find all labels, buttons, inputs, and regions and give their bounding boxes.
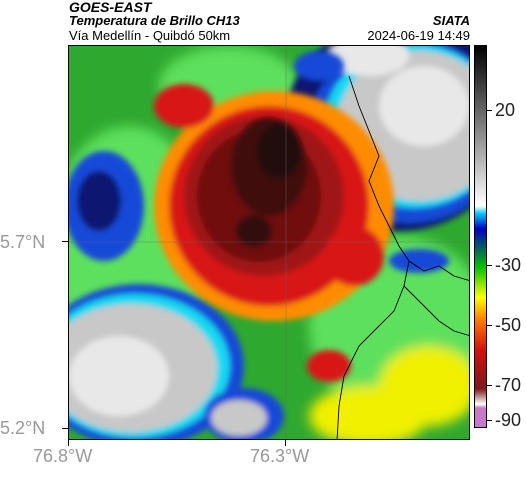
colorbar-tick — [487, 265, 492, 266]
colorbar-label-minus50: -50 — [495, 315, 522, 335]
lat-label-5-2: 5.2°N — [0, 418, 46, 438]
colorbar-tick — [487, 110, 492, 111]
lon-label-76-8: 76.8°W — [33, 446, 93, 466]
convective-core — [154, 84, 394, 382]
lat-tick — [62, 241, 68, 242]
organization-label: SIATA — [432, 13, 470, 28]
colorbar-tick — [487, 385, 492, 386]
region-subtitle: Vía Medellín - Quibdó 50km — [69, 28, 231, 43]
colorbar — [474, 45, 487, 428]
colorbar-label-minus70: -70 — [495, 375, 522, 395]
product-title: Temperatura de Brillo CH13 — [69, 13, 240, 28]
lat-label-5-7: 5.7°N — [0, 232, 46, 252]
municipal-boundary — [336, 260, 410, 439]
lon-label-76-3: 76.3°W — [250, 446, 310, 466]
brightness-temperature-field — [69, 46, 469, 439]
lon-tick — [285, 440, 286, 446]
colorbar-label-minus30: -30 — [495, 255, 522, 275]
municipal-boundary-east — [403, 285, 469, 336]
satellite-map — [68, 45, 470, 440]
lon-tick — [68, 440, 69, 446]
satellite-title: GOES-EAST — [69, 0, 152, 15]
warm-surface-northeast — [284, 46, 469, 231]
department-boundary — [348, 75, 469, 281]
colorbar-tick — [487, 420, 492, 421]
lat-tick — [62, 428, 68, 429]
cold-cloud-west — [69, 151, 144, 261]
colorbar-label-minus90: -90 — [495, 410, 522, 430]
colorbar-tick — [487, 325, 492, 326]
warm-surface-southwest — [69, 284, 284, 439]
colorbar-label-20: 20 — [495, 100, 516, 120]
datetime-label: 2024-06-19 14:49 — [367, 28, 470, 43]
